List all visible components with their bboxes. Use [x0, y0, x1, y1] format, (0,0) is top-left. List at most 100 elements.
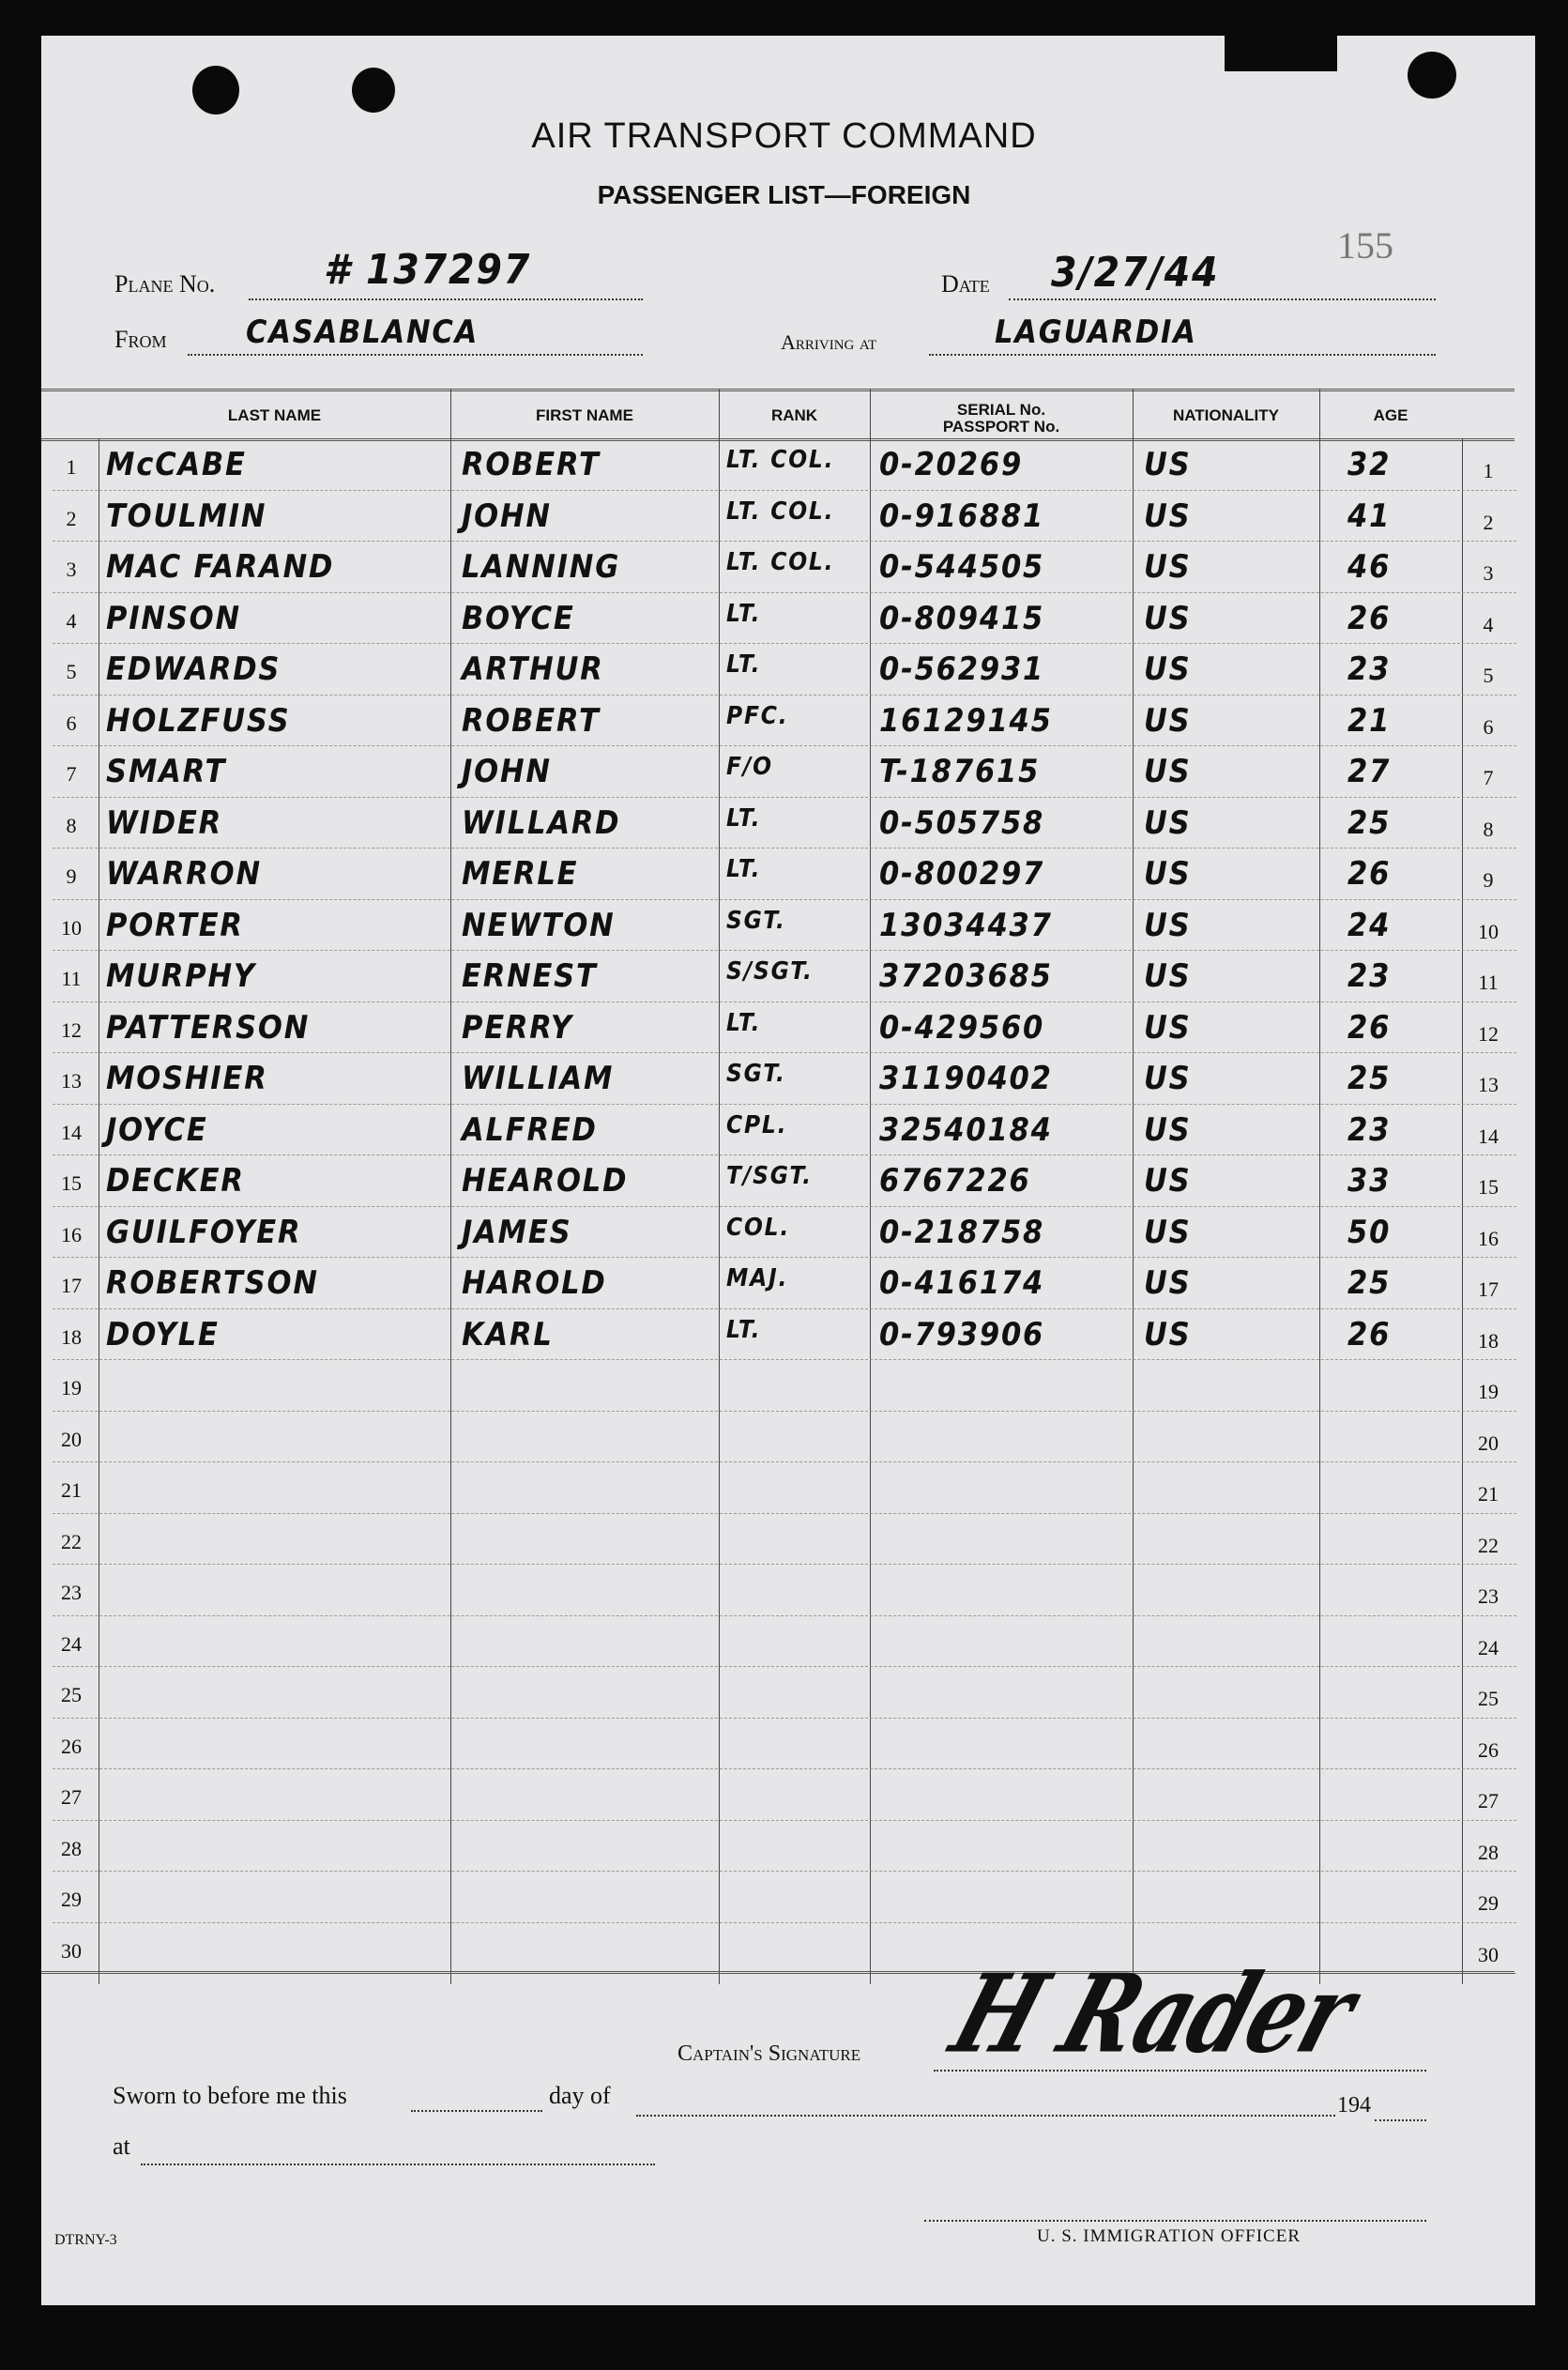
row-rule — [53, 1512, 1516, 1514]
row-number-left: 13 — [61, 1069, 82, 1093]
row-number-right: 3 — [1483, 561, 1494, 585]
row-number-left: 3 — [66, 558, 77, 581]
cell-serial-number: 0-800297 — [879, 855, 1045, 893]
row-number-right: 11 — [1478, 971, 1499, 994]
row-rule — [53, 489, 1516, 491]
cell-first-name: WILLIAM — [462, 1060, 615, 1097]
row-number-right: 24 — [1478, 1635, 1499, 1659]
row-number-left: 10 — [61, 915, 82, 940]
row-number-right: 1 — [1483, 459, 1494, 482]
row-number-right: 29 — [1478, 1891, 1499, 1915]
cell-nationality: US — [1144, 701, 1192, 740]
row-number-right: 22 — [1478, 1533, 1499, 1557]
row-number-left: 21 — [61, 1478, 82, 1502]
cell-last-name: WARRON — [106, 855, 262, 893]
row-number-left: 14 — [61, 1120, 82, 1144]
row-rule — [53, 950, 1516, 951]
column-header: FIRST NAME — [536, 406, 633, 424]
row-number-right: 20 — [1478, 1430, 1499, 1455]
row-number-left: 26 — [61, 1734, 82, 1758]
cell-serial-number: 0-544505 — [879, 548, 1045, 586]
row-number-right: 28 — [1478, 1840, 1499, 1864]
cell-age: 25 — [1347, 1264, 1392, 1302]
cell-last-name: JOYCE — [106, 1110, 208, 1149]
cell-first-name: HAROLD — [462, 1264, 607, 1302]
cell-rank: LT. — [726, 1008, 762, 1037]
row-number-right: 25 — [1478, 1687, 1499, 1710]
cell-rank: LT. — [726, 803, 762, 833]
row-number-left: 30 — [61, 1938, 82, 1963]
row-rule — [53, 1410, 1516, 1412]
column-header: AGE — [1373, 406, 1408, 424]
row-rule — [53, 898, 1516, 900]
cell-age: 46 — [1347, 548, 1392, 586]
at-label: at — [113, 2133, 130, 2160]
cell-first-name: WILLARD — [462, 803, 621, 842]
row-rule — [53, 1666, 1516, 1667]
cell-last-name: GUILFOYER — [106, 1213, 302, 1251]
row-number-left: 2 — [66, 506, 77, 530]
row-number-right: 27 — [1478, 1789, 1499, 1812]
cell-rank: LT. COL. — [726, 497, 835, 526]
row-rule — [53, 1614, 1516, 1616]
row-number-left: 23 — [61, 1581, 82, 1604]
cell-serial-number: 32540184 — [879, 1110, 1053, 1149]
cell-nationality: US — [1144, 497, 1192, 535]
row-rule — [53, 848, 1516, 849]
row-number-left: 25 — [61, 1683, 82, 1706]
cell-serial-number: 6767226 — [879, 1162, 1031, 1200]
captain-signature-label: Captain's Signature — [677, 2041, 861, 2066]
cell-serial-number: T-187615 — [879, 753, 1041, 790]
cell-serial-number: 0-505758 — [879, 803, 1045, 842]
row-number-left: 16 — [61, 1222, 82, 1246]
cell-nationality: US — [1144, 650, 1192, 688]
cell-serial-number: 0-20269 — [879, 446, 1024, 483]
row-number-right: 15 — [1478, 1175, 1499, 1199]
row-number-left: 19 — [61, 1376, 82, 1399]
cell-age: 32 — [1347, 446, 1392, 483]
row-number-right: 30 — [1478, 1942, 1499, 1966]
cell-last-name: MAC FARAND — [106, 548, 335, 586]
cell-nationality: US — [1144, 803, 1192, 842]
cell-age: 26 — [1347, 1008, 1392, 1047]
cell-last-name: EDWARDS — [106, 650, 282, 688]
cell-first-name: LANNING — [462, 548, 621, 586]
punch-hole — [352, 68, 395, 113]
cell-nationality: US — [1144, 446, 1192, 483]
row-number-left: 1 — [66, 455, 77, 479]
punch-hole — [1408, 52, 1456, 99]
cell-serial-number: 0-416174 — [879, 1264, 1045, 1302]
row-rule — [53, 1154, 1516, 1155]
cell-nationality: US — [1144, 548, 1192, 586]
cell-rank: LT. COL. — [726, 548, 835, 576]
cell-age: 25 — [1347, 803, 1392, 842]
cell-last-name: PORTER — [106, 906, 244, 944]
cell-last-name: McCABE — [106, 446, 247, 483]
captain-signature: H Rader — [938, 1950, 1369, 2077]
row-number-left: 9 — [66, 864, 77, 888]
row-rule — [53, 1257, 1516, 1258]
cell-first-name: ROBERT — [462, 446, 601, 483]
cell-last-name: WIDER — [106, 803, 223, 842]
row-number-left: 22 — [61, 1529, 82, 1553]
cell-last-name: TOULMIN — [106, 497, 267, 535]
column-header: LAST NAME — [227, 406, 322, 424]
cell-nationality: US — [1144, 906, 1192, 944]
row-number-right: 9 — [1483, 868, 1494, 892]
cell-nationality: US — [1144, 855, 1192, 893]
row-number-right: 8 — [1483, 817, 1494, 841]
cell-rank: PFC. — [726, 701, 789, 730]
row-rule — [53, 591, 1516, 593]
cell-rank: S/SGT. — [726, 957, 814, 986]
row-number-left: 5 — [66, 660, 77, 683]
row-number-right: 4 — [1483, 612, 1494, 636]
cell-serial-number: 13034437 — [879, 906, 1053, 944]
cell-first-name: ARTHUR — [462, 650, 604, 688]
cell-rank: COL. — [726, 1213, 791, 1242]
cell-serial-number: 16129145 — [879, 701, 1053, 740]
cell-rank: T/SGT. — [726, 1162, 813, 1190]
plane-no-label: Plane No. — [114, 270, 216, 298]
row-rule — [53, 1103, 1516, 1105]
cell-first-name: BOYCE — [462, 599, 575, 637]
page-number: 155 — [1337, 224, 1393, 267]
